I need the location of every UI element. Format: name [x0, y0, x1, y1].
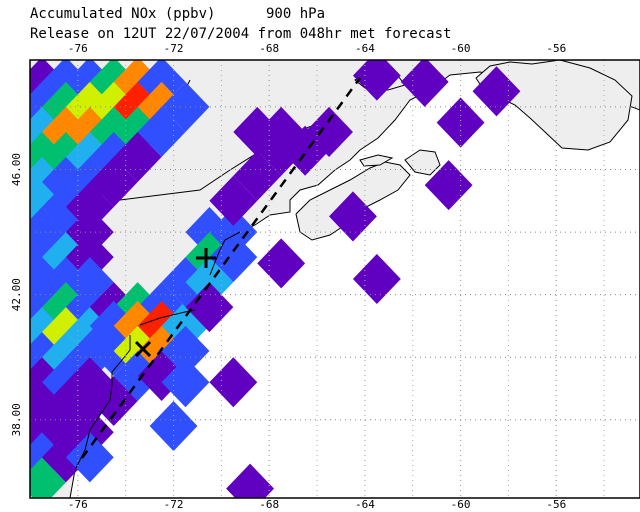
nox-concentration-field: [30, 60, 521, 498]
lon-tick-label: -76: [68, 42, 88, 55]
lat-tick-label: 46.00: [10, 153, 23, 186]
nox-cell: [436, 97, 485, 148]
lon-tick-label: -60: [451, 42, 471, 55]
nox-cell: [209, 207, 258, 258]
lon-tick-label: -72: [164, 498, 184, 511]
lon-tick-label: -76: [68, 498, 88, 511]
pei: [359, 154, 394, 167]
lat-tick-label: 38.00: [10, 403, 23, 436]
nox-cell: [30, 457, 66, 498]
plot-subtitle: Release on 12UT 22/07/2004 from 048hr me…: [30, 26, 452, 42]
lon-tick-label: -72: [164, 42, 184, 55]
nox-cell: [424, 160, 473, 211]
nox-cell: [209, 357, 258, 408]
cape-breton: [404, 149, 441, 176]
nox-cell: [65, 432, 114, 483]
nox-cell: [137, 106, 186, 157]
nox-cell: [149, 401, 198, 452]
lon-tick-label: -56: [546, 498, 566, 511]
nox-cell: [185, 282, 234, 333]
nox-cell: [161, 325, 210, 376]
plot-title: Accumulated NOx (ppbv) 900 hPa: [30, 6, 326, 22]
release-start-marker: [196, 248, 216, 268]
nox-cell: [281, 125, 330, 176]
lon-tick-label: -64: [355, 42, 375, 55]
nox-cell: [257, 106, 306, 157]
map-frame: [29, 59, 640, 499]
lon-tick-label: -64: [355, 498, 375, 511]
trajectory-line: [80, 77, 362, 459]
nox-cell: [400, 60, 449, 107]
lon-tick-label: -60: [451, 498, 471, 511]
release-end-marker: [134, 340, 152, 358]
lon-tick-label: -68: [259, 498, 279, 511]
lon-tick-label: -56: [546, 42, 566, 55]
nox-cell: [113, 131, 162, 183]
newfoundland: [475, 60, 633, 151]
lat-tick-label: 42.00: [10, 278, 23, 311]
nox-cell: [161, 357, 210, 408]
nox-cell: [472, 66, 521, 117]
nox-cell: [305, 106, 353, 157]
nox-cell: [329, 191, 377, 242]
nox-cell: [89, 156, 138, 208]
lon-tick-label: -68: [259, 42, 279, 55]
nox-cell: [89, 375, 138, 427]
nox-cell: [209, 175, 258, 226]
nox-cell: [352, 253, 401, 305]
nox-cell: [226, 463, 274, 498]
